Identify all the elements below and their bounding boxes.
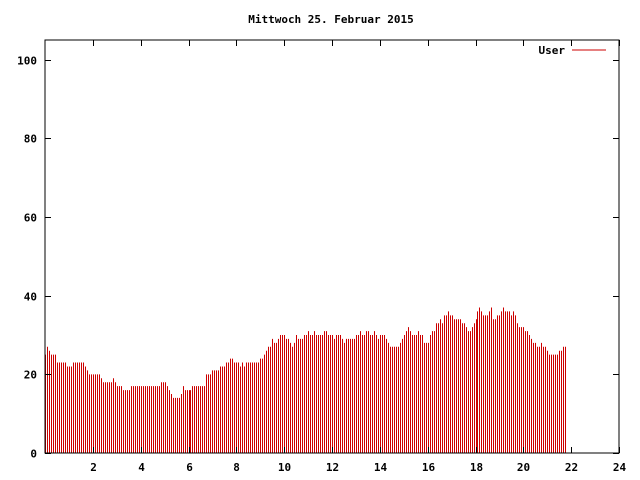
y-tick-label: 40 (24, 291, 37, 304)
x-tick-label: 18 (470, 461, 483, 474)
y-tick-label: 100 (17, 55, 37, 68)
x-axis: 2 4 6 8 10 12 14 16 18 20 22 24 (90, 40, 626, 474)
x-tick-label: 24 (613, 461, 627, 474)
x-tick-label: 16 (422, 461, 436, 474)
chart-title: Mittwoch 25. Februar 2015 (248, 13, 414, 26)
y-tick-label: 20 (24, 369, 37, 382)
y-tick-label: 80 (24, 133, 37, 146)
y-axis: 0 20 40 60 80 100 (17, 55, 619, 461)
x-tick-label: 8 (233, 461, 240, 474)
x-tick-label: 12 (326, 461, 339, 474)
legend: User (539, 44, 606, 57)
x-tick-label: 6 (186, 461, 193, 474)
x-tick-label: 10 (278, 461, 291, 474)
x-tick-label: 20 (517, 461, 530, 474)
x-tick-label: 4 (138, 461, 145, 474)
y-tick-label: 0 (30, 448, 37, 461)
legend-label-user: User (539, 44, 566, 57)
y-tick-label: 60 (24, 212, 37, 225)
x-tick-label: 14 (374, 461, 388, 474)
bar-series-user (45, 307, 566, 453)
x-tick-label: 22 (565, 461, 578, 474)
x-tick-label: 2 (90, 461, 97, 474)
